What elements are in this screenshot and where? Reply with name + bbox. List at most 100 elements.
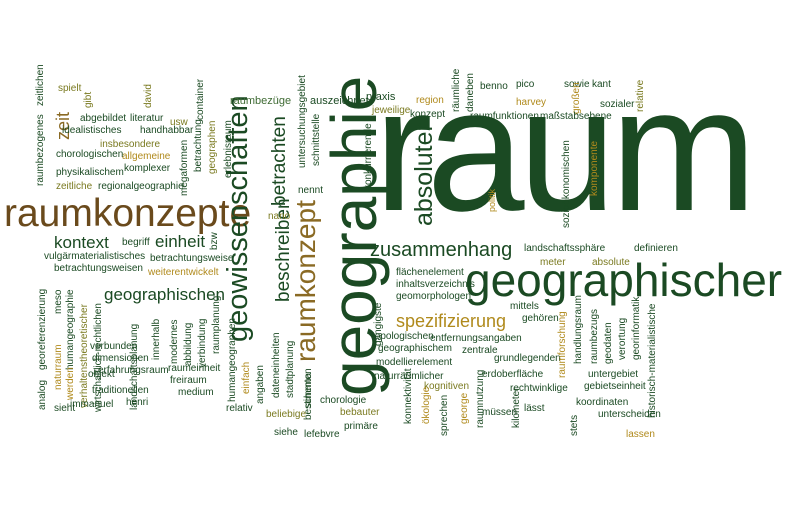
word-daneben: daneben (465, 73, 476, 112)
word-raumbezuege: raumbezüge (230, 95, 292, 107)
word-physikalischem: physikalischem (56, 167, 124, 178)
word-georeferenzierung: georeferenzierung (37, 288, 48, 370)
word-verhaltenstheoretischer: verhaltenstheoretischer (79, 304, 90, 408)
word-usw: usw (170, 117, 188, 128)
word-grundlegenden: grundlegenden (494, 353, 561, 364)
word-rechtwinklige: rechtwinklige (510, 383, 568, 394)
word-lassen: lassen (626, 429, 655, 440)
word-raumplanung: raumplanung (211, 295, 222, 354)
word-angaben: angaben (255, 365, 266, 404)
word-kognitiven: kognitiven (424, 381, 470, 392)
word-auszeichnet: auszeichnet (310, 95, 369, 107)
word-betrachtungsweise: betrachtungsweise (150, 253, 234, 264)
word-geographen: geographen (207, 120, 218, 174)
word-raum: raum (374, 52, 757, 248)
word-geographischem: geographischem (378, 343, 452, 354)
word-verbunden: verbunden (90, 341, 138, 352)
word-raumnutzung: raumnutzung (475, 369, 486, 428)
word-abbildung: abbildung (183, 322, 194, 366)
word-koordinaten: koordinaten (576, 397, 629, 408)
word-verortung: verortung (617, 317, 628, 360)
word-bzw: bzw (209, 232, 220, 250)
word-benno: benno (480, 81, 508, 92)
word-freiraum: freiraum (170, 375, 207, 386)
word-mittels: mittels (510, 301, 539, 312)
word-modellierelement: modellierelement (376, 357, 453, 368)
word-insbesondere: insbesondere (100, 139, 161, 150)
word-erlebnisraum: erlebnisraum (223, 120, 234, 178)
word-absoluter: absoluter (410, 123, 438, 226)
word-beliebige: beliebige (266, 409, 307, 420)
word-konkurrierende: konkurrierende (363, 123, 374, 190)
word-immanuel: immanuel (70, 399, 114, 410)
word-innerhalb: innerhalb (151, 318, 162, 360)
word-dimensionen: dimensionen (92, 353, 149, 364)
word-spezifizierung: spezifizierung (396, 311, 507, 331)
word-primaere: primäre (344, 421, 378, 432)
word-relative: relative (635, 79, 646, 112)
word-praxis: praxis (366, 91, 396, 103)
word-stadtplanung: stadtplanung (285, 340, 296, 398)
word-nano: nano (268, 211, 291, 222)
word-politik: politik (487, 188, 497, 212)
word-raumkonzepte: raumkonzepte (4, 192, 252, 235)
word-relativ: relativ (226, 403, 253, 414)
word-geographischen: geographischen (104, 285, 225, 304)
word-analog: analog (37, 379, 48, 410)
word-zusammenhang: zusammenhang (370, 239, 513, 261)
word-spielt: spielt (58, 83, 82, 94)
word-raumkonzept: raumkonzept (290, 200, 321, 362)
word-literatur: literatur (130, 113, 164, 124)
word-kontext: kontext (54, 233, 109, 252)
word-harvey: harvey (516, 97, 547, 108)
word-bebauter: bebauter (340, 407, 380, 418)
word-untersuchungsgebiet: untersuchungsgebiet (297, 75, 308, 168)
word-georinformatik: georinformatik (631, 296, 642, 360)
word-raumbezogenes: raumbezogenes (35, 114, 46, 186)
word-zentrale: zentrale (462, 345, 498, 356)
word-grossen: großen (571, 82, 582, 114)
word-pico: pico (516, 79, 535, 90)
word-raeumliche: räumliche (451, 68, 462, 112)
word-geographie: geographie (318, 75, 390, 396)
word-raumfunktionen: raumfunktionen (470, 111, 539, 122)
word-traditionellen: traditionellen (92, 385, 149, 396)
word-schnittstelle: schnittstelle (311, 113, 322, 166)
word-raumbezugs: raumbezugs (589, 308, 600, 364)
word-humangeographie: humangeographie (65, 289, 76, 370)
word-chorologischen: chorologischen (56, 149, 124, 160)
word-oekologie: ökologie (421, 386, 432, 424)
word-handlungsraum: handlungsraum (573, 295, 584, 364)
word-dateneinheiten: dateneinheiten (271, 332, 282, 398)
word-idealistisches: idealistisches (62, 125, 122, 136)
word-gebietseinheit: gebietseinheit (584, 381, 646, 392)
word-weiterentwickelt: weiterentwickelt (148, 267, 219, 278)
word-unterscheiden: unterscheiden (598, 409, 661, 420)
word-raumforschung: raumforschung (557, 311, 568, 378)
word-verbindung: verbindung (197, 318, 208, 368)
word-handhabbar: handhabbar (140, 125, 194, 136)
word-sozialer: sozialer (600, 99, 635, 110)
word-david: david (143, 84, 154, 108)
word-region: region (416, 95, 444, 106)
word-betrachten: betrachten (269, 116, 290, 206)
word-sieht: sieht (54, 403, 76, 414)
word-gehoeren: gehören (522, 313, 559, 324)
word-werden: werden (65, 367, 76, 400)
word-steht: steht (448, 157, 470, 168)
word-raumeinheit: raumeinheit (168, 363, 221, 374)
word-megaformen: megaformen (179, 139, 190, 196)
word-betrachtungsweisen: betrachtungsweisen (54, 263, 143, 274)
word-erdoberflaeche: erdoberfläche (482, 369, 544, 380)
word-container: container (195, 78, 206, 120)
word-medium: medium (178, 387, 214, 398)
word-geographischer: geographischer (465, 254, 783, 306)
word-kant: kant (592, 79, 611, 90)
word-abgebildet: abgebildet (80, 113, 127, 124)
word-geomorphologen: geomorphologen (396, 291, 472, 302)
word-konzept: konzept (410, 109, 446, 120)
word-vulgaermaterialistisches: vulgärmaterialistisches (44, 251, 146, 262)
word-komplexer: komplexer (124, 163, 171, 174)
word-stets: stets (569, 414, 580, 436)
